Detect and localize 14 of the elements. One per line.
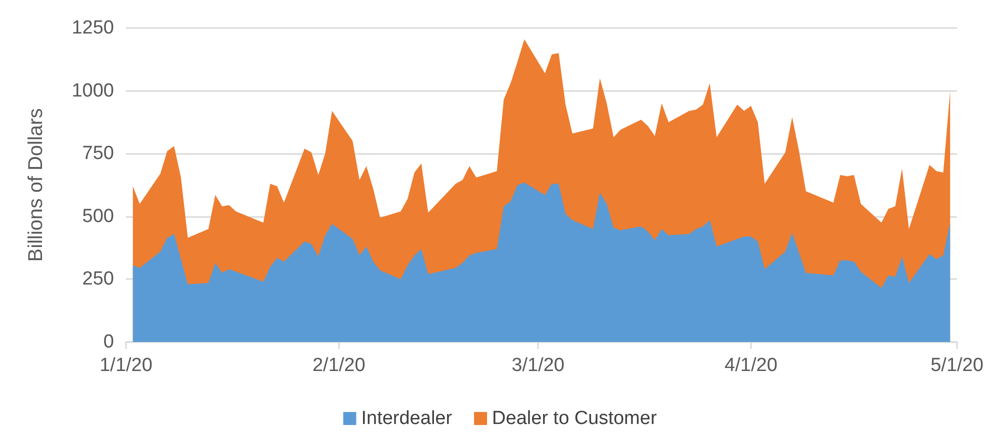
y-tick-label: 750	[82, 143, 114, 164]
x-tick-label: 5/1/20	[930, 355, 984, 376]
x-tick-label: 3/1/20	[512, 355, 564, 376]
y-tick-label: 1000	[72, 80, 114, 102]
y-tick-label: 250	[82, 268, 114, 290]
y-tick-label: 500	[82, 206, 114, 227]
y-tick-label: 1250	[72, 18, 114, 38]
y-axis-title: Billions of Dollars	[25, 108, 47, 262]
y-tick-label: 0	[103, 332, 114, 352]
legend-label: Interdealer	[361, 408, 453, 429]
legend-label: Dealer to Customer	[492, 408, 658, 429]
x-tick-label: 1/1/20	[100, 355, 152, 376]
x-tick-label: 4/1/20	[724, 355, 778, 376]
x-tick-label: 2/1/20	[312, 355, 366, 376]
